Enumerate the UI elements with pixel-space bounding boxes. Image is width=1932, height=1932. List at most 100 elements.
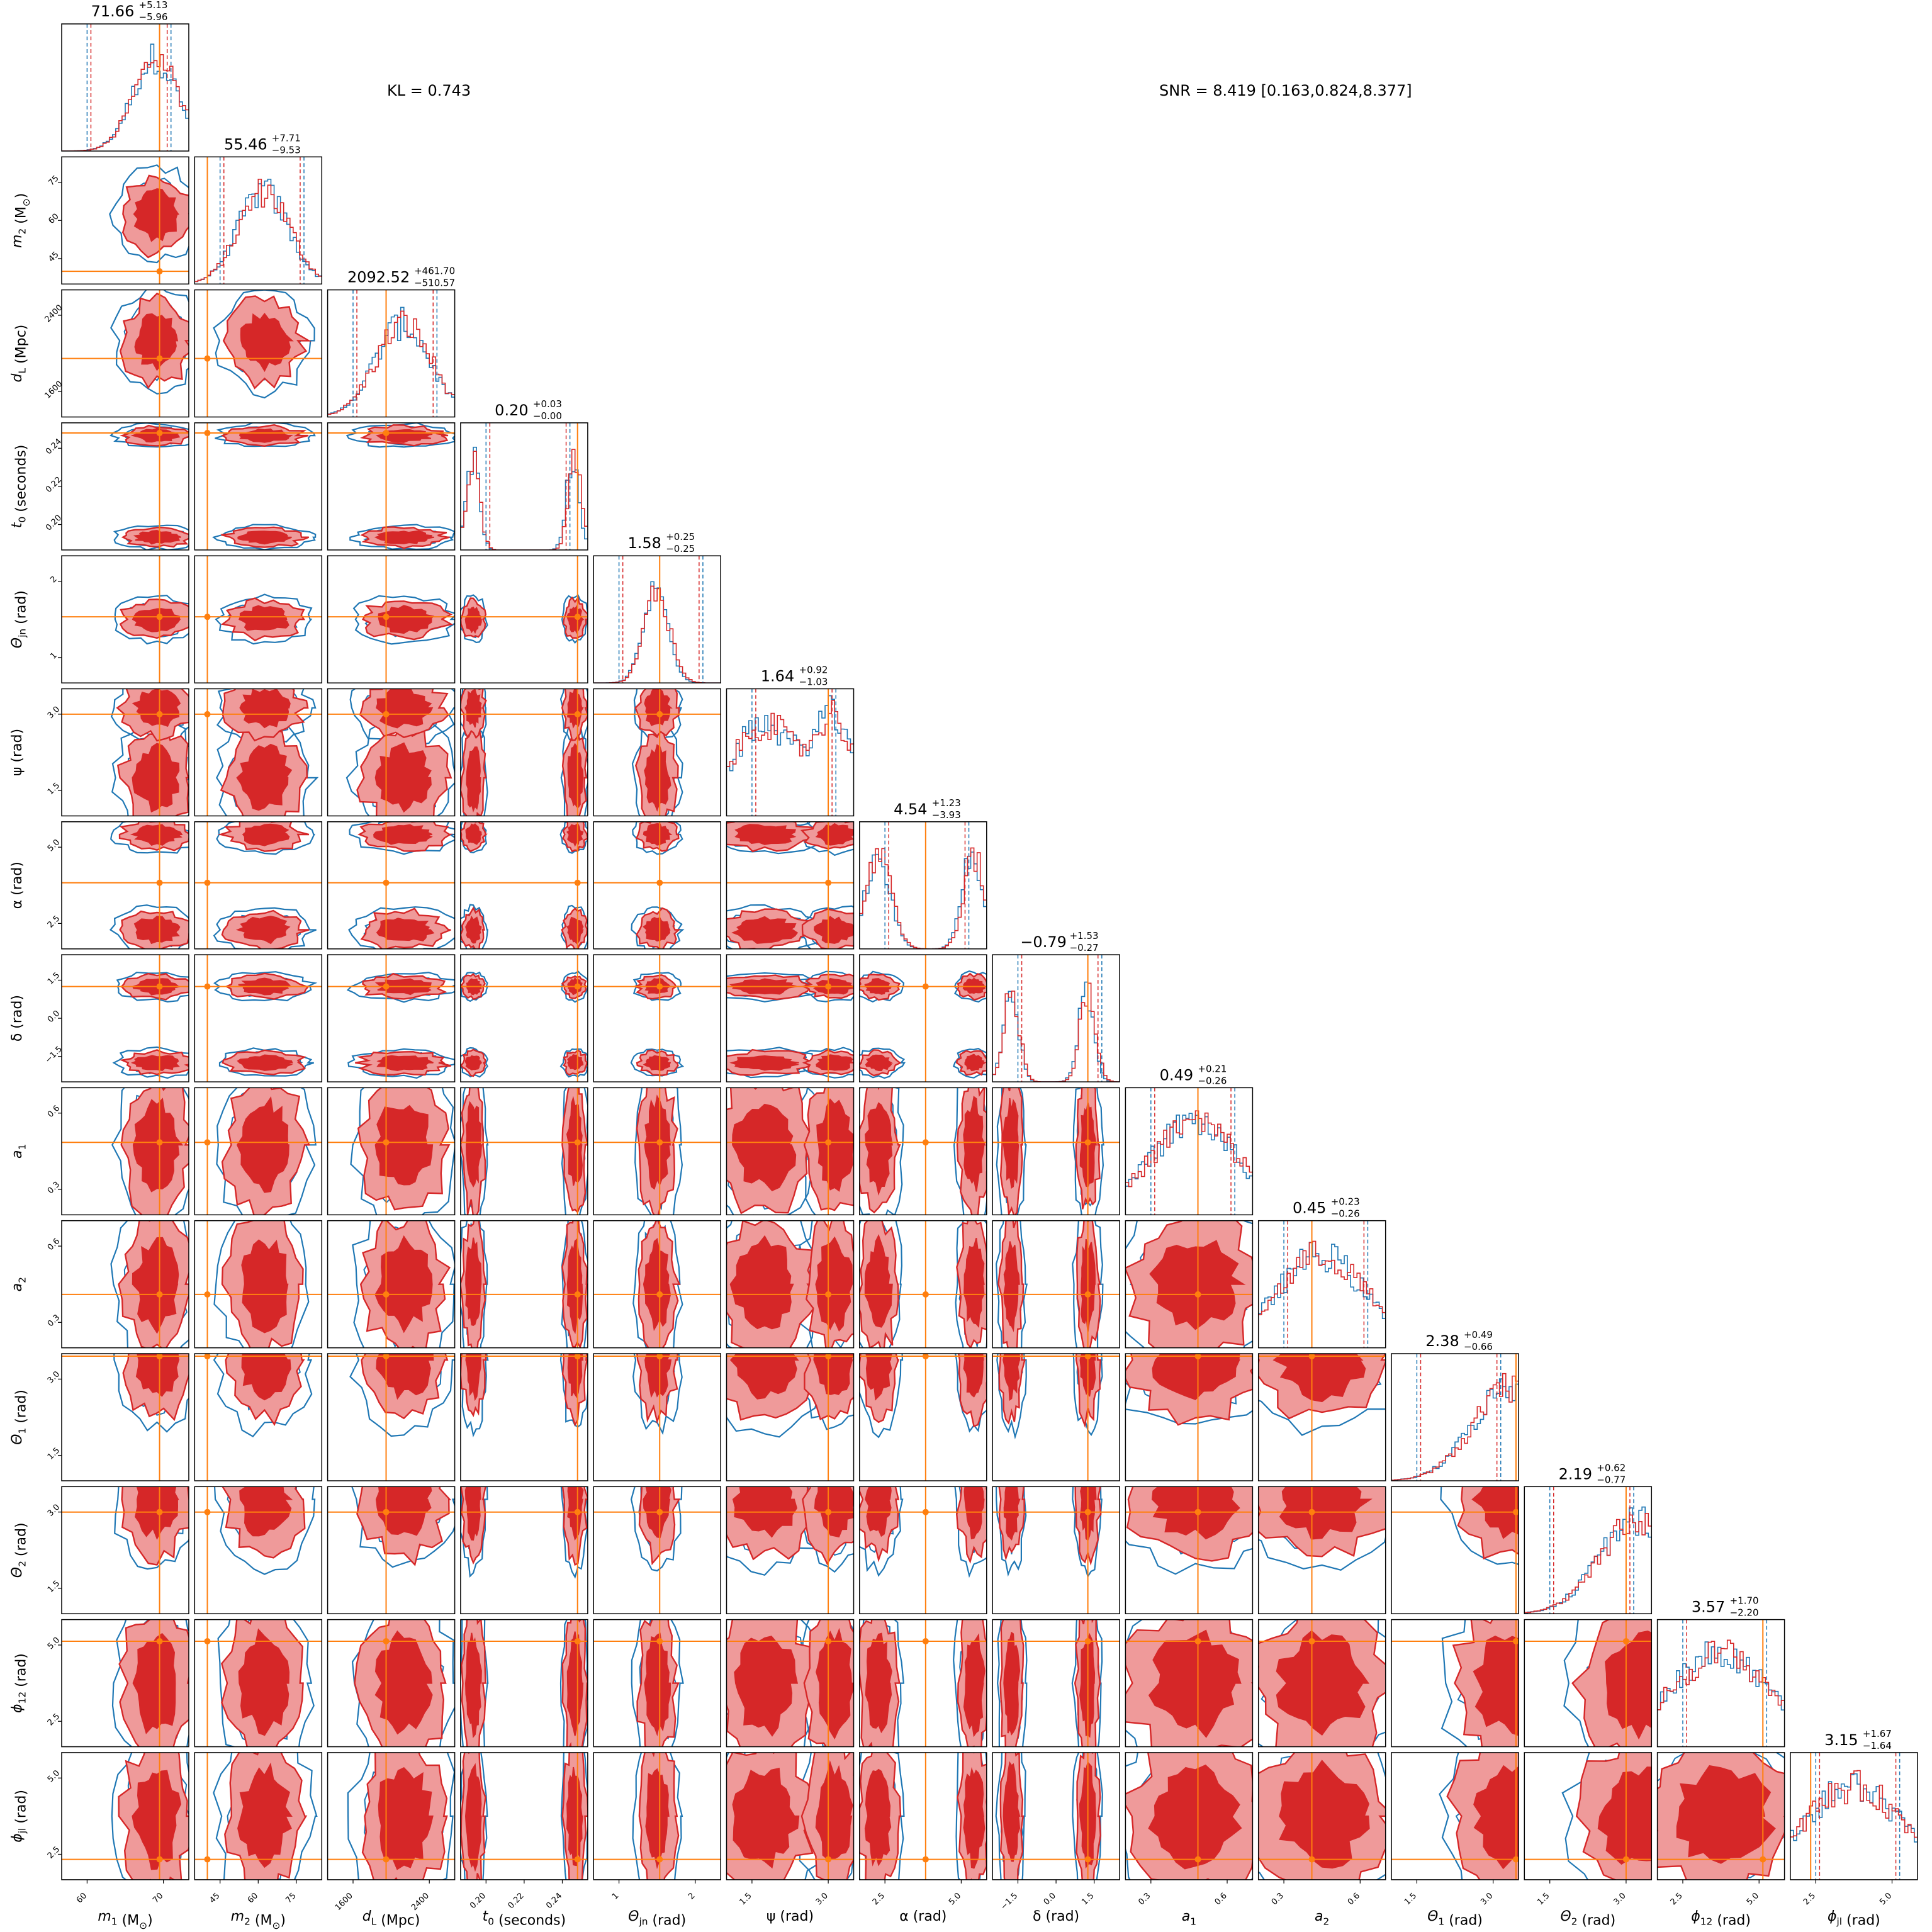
contour-12-6 [859, 1619, 987, 1747]
truth-point-13-12 [1760, 1856, 1766, 1863]
truth-point-9-5 [825, 1291, 832, 1298]
xtick-0: 70 [151, 1891, 165, 1905]
contour-10-5 [726, 1354, 854, 1481]
contour-12-0 [62, 1619, 189, 1747]
title-6: 4.54 [894, 800, 927, 818]
panel-10-10: 2.38 +0.49−0.66 [1391, 1329, 1519, 1481]
panel-8-0: 0.3 0.6 [46, 1087, 189, 1216]
contour-5-4 [593, 688, 721, 816]
contour-1-0 [62, 157, 189, 284]
panel-frame-13-2 [327, 1752, 456, 1880]
truth-point-3-2 [383, 430, 390, 437]
title-8: 0.49 [1160, 1066, 1193, 1084]
panel-11-9 [1257, 1486, 1386, 1615]
truth-point-13-7 [1084, 1856, 1091, 1863]
xlabel-0: m1 (M⊙) [98, 1909, 152, 1931]
title-minus-3: −0.00 [533, 410, 562, 422]
xtick-4: 2 [687, 1891, 697, 1901]
panel-frame-2-1 [194, 289, 323, 418]
truth-point-8-4 [656, 1139, 663, 1146]
panel-frame-9-1 [194, 1220, 323, 1349]
panel-frame-11-11 [1524, 1486, 1653, 1615]
ytick-6: 2.5 [46, 914, 62, 929]
truth-point-12-10 [1512, 1637, 1519, 1644]
panel-8-6 [859, 1087, 987, 1216]
ytick-8: 0.3 [46, 1180, 62, 1196]
panel-10-9 [1257, 1353, 1386, 1481]
contour-13-7 [992, 1752, 1120, 1880]
panel-9-7 [992, 1220, 1120, 1349]
panel-frame-13-6 [859, 1752, 987, 1880]
panel-8-7 [992, 1087, 1120, 1216]
panel-0-0: 71.66 +5.13−5.96 [61, 0, 189, 152]
xlabel-2: dL (Mpc) [362, 1909, 420, 1929]
xlabel-9: a2 [1315, 1909, 1329, 1928]
truth-point-9-3 [574, 1291, 581, 1298]
panel-6-1 [194, 821, 323, 950]
truth-point-12-0 [156, 1637, 163, 1644]
panel-11-2 [327, 1486, 456, 1615]
contour-11-10 [1391, 1486, 1519, 1614]
ytick-1: 75 [47, 174, 60, 188]
panel-9-0: 0.3 0.6 [46, 1220, 189, 1349]
panel-frame-10-4 [593, 1353, 721, 1481]
ytick-3: 0.22 [44, 475, 64, 495]
ylabel-9: a2 [9, 1277, 28, 1291]
panel-13-12: 2.5 5.0 [1656, 1752, 1785, 1907]
truth-point-13-6 [922, 1856, 929, 1863]
xtick-8: 0.3 [1137, 1891, 1152, 1907]
panel-frame-6-3 [460, 821, 588, 950]
contour-6-3 [460, 821, 588, 949]
xtick-7: 1.5 [1080, 1891, 1096, 1907]
contour-12-10 [1391, 1619, 1519, 1747]
truth-point-7-0 [156, 983, 163, 990]
panel-frame-7-4 [593, 954, 721, 1082]
truth-point-7-6 [922, 983, 929, 990]
title-minus-2: −510.57 [414, 278, 455, 289]
panel-frame-7-5 [726, 954, 855, 1082]
panel-4-0: 12 [48, 555, 189, 683]
ytick-11: 3.0 [46, 1503, 62, 1519]
histogram-a-11 [1524, 1513, 1652, 1614]
panel-frame-0-0 [61, 23, 189, 152]
truth-point-11-8 [1194, 1508, 1201, 1515]
truth-point-5-1 [204, 710, 211, 717]
contour-10-2 [327, 1354, 455, 1481]
truth-point-8-1 [204, 1139, 211, 1146]
panel-13-8: 0.3 0.6 [1125, 1752, 1254, 1907]
title-0: 71.66 [91, 3, 135, 20]
truth-point-3-1 [204, 430, 211, 437]
truth-point-8-2 [383, 1139, 390, 1146]
title-plus-9: +0.23 [1331, 1196, 1360, 1208]
xlabel-5: ψ (rad) [767, 1909, 814, 1924]
title-10: 2.38 [1425, 1332, 1459, 1350]
xlabel-12: ϕ12 (rad) [1691, 1909, 1751, 1929]
histogram-2 [327, 289, 455, 417]
panel-5-3 [460, 688, 588, 817]
title-plus-5: +0.92 [799, 665, 828, 676]
panel-11-6 [859, 1486, 987, 1615]
contour-13-9 [1258, 1752, 1386, 1880]
histogram-8 [1125, 1087, 1253, 1215]
panel-9-2 [327, 1220, 456, 1349]
panel-13-3: 0.20 0.22 0.24 [460, 1752, 588, 1911]
panel-frame-2-0 [61, 289, 189, 418]
truth-point-12-4 [656, 1637, 663, 1644]
panel-10-6 [859, 1353, 987, 1481]
title-plus-7: +1.53 [1070, 930, 1099, 941]
contour-7-1 [194, 955, 322, 1082]
title-7: −0.79 [1020, 933, 1067, 951]
panel-4-1 [194, 555, 323, 683]
panel-frame-11-1 [194, 1486, 323, 1615]
truth-point-12-8 [1194, 1637, 1201, 1644]
panel-frame-2-2 [327, 289, 456, 418]
truth-point-7-3 [574, 983, 581, 990]
histogram-3 [460, 422, 588, 550]
contour-11-5 [726, 1486, 854, 1614]
histogram-a-12 [1657, 1639, 1785, 1710]
panel-5-1 [194, 688, 323, 817]
panel-frame-11-5 [726, 1486, 855, 1615]
panel-4-2 [327, 555, 456, 683]
xtick-1: 45 [208, 1891, 222, 1905]
